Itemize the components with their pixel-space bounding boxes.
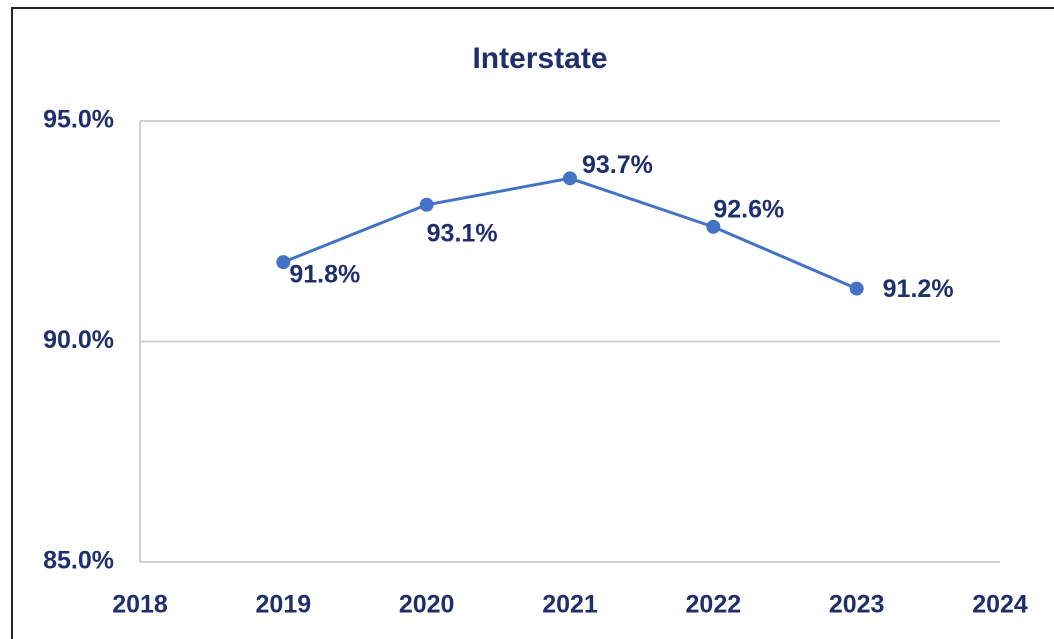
data-label: 92.6% bbox=[713, 195, 784, 223]
chart-frame bbox=[11, 7, 1054, 639]
data-label: 91.2% bbox=[883, 275, 954, 303]
data-label: 93.7% bbox=[582, 151, 653, 179]
y-tick-label: 95.0% bbox=[43, 106, 114, 134]
x-tick-label: 2023 bbox=[829, 591, 885, 619]
marker bbox=[563, 171, 577, 186]
y-tick-label: 85.0% bbox=[43, 547, 114, 575]
data-label: 91.8% bbox=[289, 261, 360, 289]
x-tick-label: 2024 bbox=[972, 591, 1028, 619]
marker bbox=[419, 197, 434, 212]
x-tick-label: 2020 bbox=[399, 591, 455, 619]
x-tick-label: 2022 bbox=[686, 591, 742, 619]
x-tick-label: 2021 bbox=[542, 591, 598, 619]
marker bbox=[276, 255, 291, 270]
x-tick-label: 2019 bbox=[256, 591, 312, 619]
data-label: 93.1% bbox=[427, 219, 498, 247]
chart-title: Interstate bbox=[472, 42, 607, 75]
marker bbox=[706, 219, 721, 234]
x-tick-label: 2018 bbox=[112, 591, 168, 619]
marker bbox=[849, 281, 864, 296]
y-tick-label: 90.0% bbox=[43, 326, 114, 354]
